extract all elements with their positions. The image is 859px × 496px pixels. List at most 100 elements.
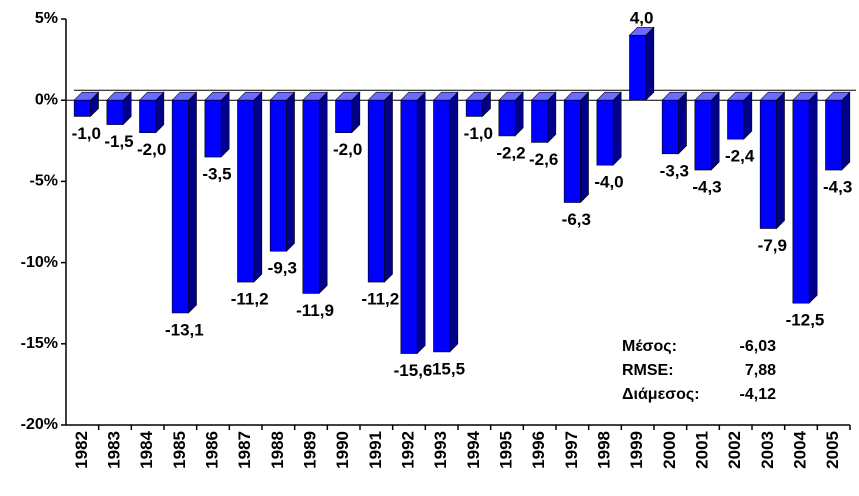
bar — [106, 91, 132, 126]
x-tick-label: 1998 — [594, 431, 613, 469]
y-tick-label: -5% — [30, 173, 58, 190]
x-tick-label: 1997 — [562, 431, 581, 469]
bar-front — [498, 99, 516, 137]
bar-front — [400, 99, 418, 354]
bar-front — [139, 99, 157, 133]
x-tick-label: 1987 — [235, 431, 254, 469]
bar-side — [384, 91, 393, 283]
bar — [269, 91, 296, 252]
x-tick-label: 2001 — [692, 431, 711, 469]
bar — [171, 91, 198, 314]
bar — [498, 91, 524, 137]
bar-front — [73, 99, 91, 117]
x-tick-label: 1988 — [268, 431, 287, 469]
x-tick-label: 1982 — [72, 431, 91, 469]
bar-front — [629, 34, 647, 101]
data-label: -11,2 — [361, 290, 399, 309]
bar-front — [106, 99, 124, 125]
bar-side — [220, 91, 230, 158]
bar — [334, 91, 361, 134]
bar-front — [531, 99, 549, 143]
bar — [367, 91, 394, 283]
data-label: -6,3 — [562, 210, 591, 229]
bar-front — [433, 99, 451, 353]
bar-front — [563, 99, 581, 203]
bar — [694, 91, 720, 171]
bar-front — [367, 99, 385, 283]
data-label: -2,0 — [333, 140, 362, 159]
stat-value: -4,12 — [740, 386, 777, 403]
x-tick-label: 1985 — [170, 431, 189, 469]
bar-side — [678, 91, 687, 155]
x-tick-label: 1986 — [202, 431, 221, 469]
x-tick-label: 2004 — [790, 430, 809, 468]
bar — [759, 91, 786, 230]
data-label: -13,1 — [165, 320, 204, 339]
y-tick-label: -10% — [21, 254, 58, 271]
bar — [628, 26, 655, 101]
y-tick-label: 0% — [35, 91, 58, 108]
data-label: -12,5 — [786, 311, 825, 330]
bar-front — [269, 99, 287, 252]
bar-front — [759, 99, 777, 229]
x-tick-label: 1990 — [333, 431, 352, 469]
data-label: -9,3 — [268, 259, 297, 278]
bar-front — [465, 99, 483, 117]
bar-side — [612, 91, 622, 166]
bar — [792, 91, 818, 304]
bar-front — [237, 99, 255, 283]
y-tick-label: 5% — [35, 10, 58, 27]
x-tick-label: 1994 — [464, 430, 483, 468]
stat-label: Διάμεσος: — [622, 386, 700, 403]
bar-front — [302, 99, 320, 294]
data-label: -4,0 — [594, 173, 623, 192]
data-label: -3,5 — [202, 165, 231, 184]
bar-front — [335, 99, 353, 133]
x-tick-label: 1984 — [137, 430, 156, 468]
bar — [400, 91, 426, 355]
bar-front — [694, 99, 712, 171]
bar — [236, 91, 263, 283]
bar — [73, 91, 100, 118]
x-tick-label: 1991 — [366, 431, 385, 469]
bar-side — [286, 91, 295, 252]
data-label: -1,5 — [104, 132, 133, 151]
data-label: -2,4 — [725, 147, 755, 166]
data-label: -2,0 — [137, 140, 166, 159]
y-tick-label: -15% — [21, 335, 58, 352]
bar-side — [188, 91, 197, 314]
bar-front — [727, 99, 745, 140]
bar-side — [449, 91, 459, 353]
data-label: -1,0 — [72, 124, 101, 143]
bar — [824, 91, 851, 171]
x-tick-label: 1996 — [529, 431, 548, 469]
stat-value: 7,88 — [745, 362, 776, 379]
bar-front — [171, 99, 189, 314]
stat-label: RMSE: — [622, 362, 674, 379]
data-label: -4,3 — [692, 178, 721, 197]
stat-label: Μέσος: — [622, 338, 677, 355]
bar — [432, 91, 459, 353]
data-label: 4,0 — [630, 9, 654, 28]
x-tick-label: 1989 — [300, 431, 319, 469]
data-label: -1,0 — [464, 124, 493, 143]
x-tick-label: 2000 — [660, 431, 679, 469]
data-label: -3,3 — [660, 161, 689, 180]
data-label: -4,3 — [823, 178, 852, 197]
bar-side — [841, 91, 851, 171]
bar-side — [776, 91, 785, 230]
x-tick-label: 1992 — [398, 431, 417, 469]
bar — [726, 91, 753, 140]
x-tick-label: 2003 — [758, 431, 777, 469]
bar-side — [253, 91, 263, 283]
data-label: -2,6 — [529, 150, 558, 169]
bar — [661, 91, 688, 155]
bar-front — [792, 99, 810, 304]
bar-front — [825, 99, 843, 171]
x-tick-label: 1993 — [431, 431, 450, 469]
stat-value: -6,03 — [740, 338, 777, 355]
data-label: -2,2 — [496, 143, 525, 162]
bar — [465, 91, 492, 118]
data-label: -11,9 — [296, 301, 334, 320]
